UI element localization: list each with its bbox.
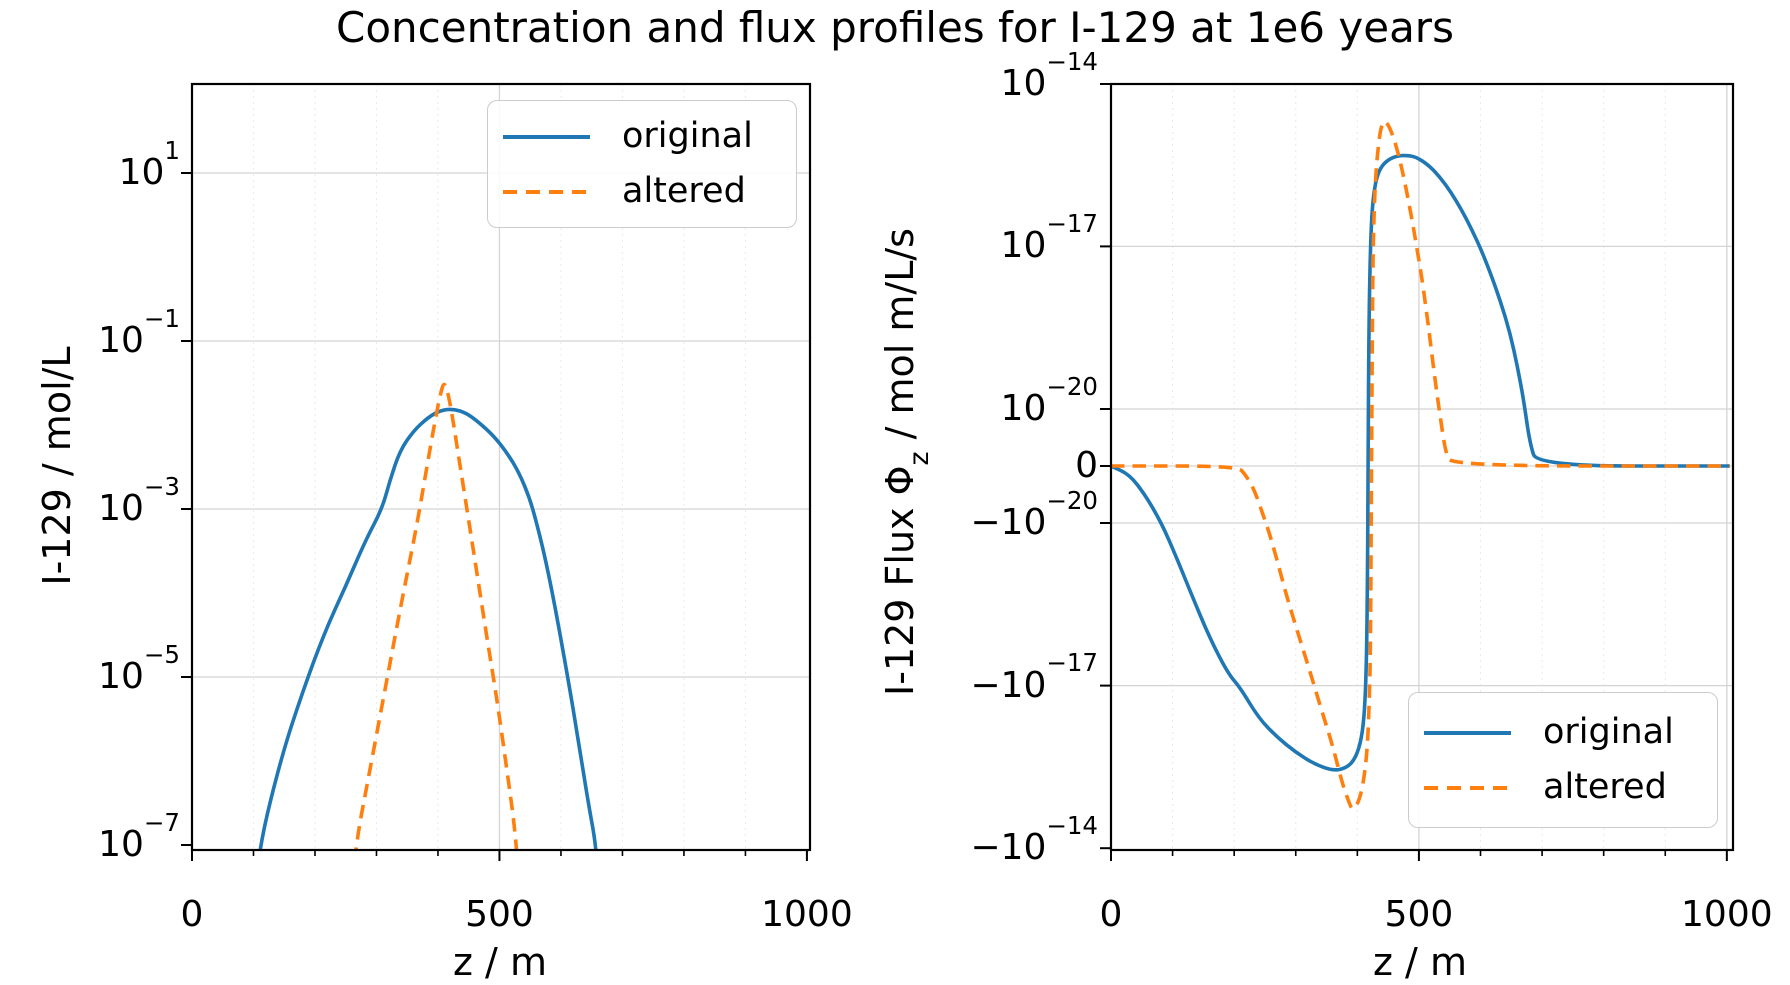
right-y-axis-label-sub: z xyxy=(904,451,936,466)
y-tick-label: 10−7 xyxy=(98,807,180,865)
legend-flux: original altered xyxy=(1408,692,1718,828)
legend-label-altered: altered xyxy=(1543,767,1667,807)
y-tick-label: 10−5 xyxy=(98,639,180,697)
x-tick-label: 1000 xyxy=(1681,894,1773,935)
y-tick-label: 10−3 xyxy=(98,471,180,529)
y-tick-label: −10−20 xyxy=(970,485,1098,543)
x-tick-label: 500 xyxy=(465,894,534,935)
right-y-axis-label: I-129 Flux Φz / mol m/L/s xyxy=(878,228,935,696)
x-tick-label: 0 xyxy=(180,894,204,935)
right-y-axis-label-post: / mol m/L/s xyxy=(878,228,922,452)
y-tick-label: 10−20 xyxy=(1000,371,1098,429)
legend-line-original xyxy=(503,134,590,139)
right-x-axis-label: z / m xyxy=(1373,940,1467,984)
y-tick-label: 10−1 xyxy=(98,303,180,361)
x-tick-label: 1000 xyxy=(761,894,853,935)
legend-label-original: original xyxy=(1543,712,1674,752)
y-tick-label: 10−17 xyxy=(1000,209,1098,267)
y-tick-label: 10−14 xyxy=(1000,46,1098,104)
x-tick-label: 0 xyxy=(1099,894,1123,935)
legend-concentration: original altered xyxy=(487,100,797,228)
legend-entry-altered: altered xyxy=(503,174,776,209)
legend-line-altered xyxy=(1424,785,1511,790)
left-y-axis-label: I-129 / mol/L xyxy=(35,346,79,586)
legend-entry-original: original xyxy=(1424,715,1697,750)
figure-title: Concentration and flux profiles for I-12… xyxy=(336,3,1454,52)
x-tick-label: 500 xyxy=(1384,894,1454,935)
legend-entry-altered: altered xyxy=(1424,770,1697,805)
legend-line-original xyxy=(1424,730,1511,735)
y-tick-label: −10−14 xyxy=(970,810,1098,869)
legend-label-original: original xyxy=(622,116,753,156)
legend-label-altered: altered xyxy=(622,171,746,211)
right-y-axis-label-pre: I-129 Flux Φ xyxy=(878,465,922,696)
left-x-axis-label: z / m xyxy=(453,940,547,984)
legend-line-altered xyxy=(503,189,590,194)
y-tick-label: −10−17 xyxy=(970,648,1098,706)
y-tick-label: 101 xyxy=(118,135,180,193)
legend-entry-original: original xyxy=(503,119,776,154)
y-tick-label: 0 xyxy=(1075,445,1098,486)
